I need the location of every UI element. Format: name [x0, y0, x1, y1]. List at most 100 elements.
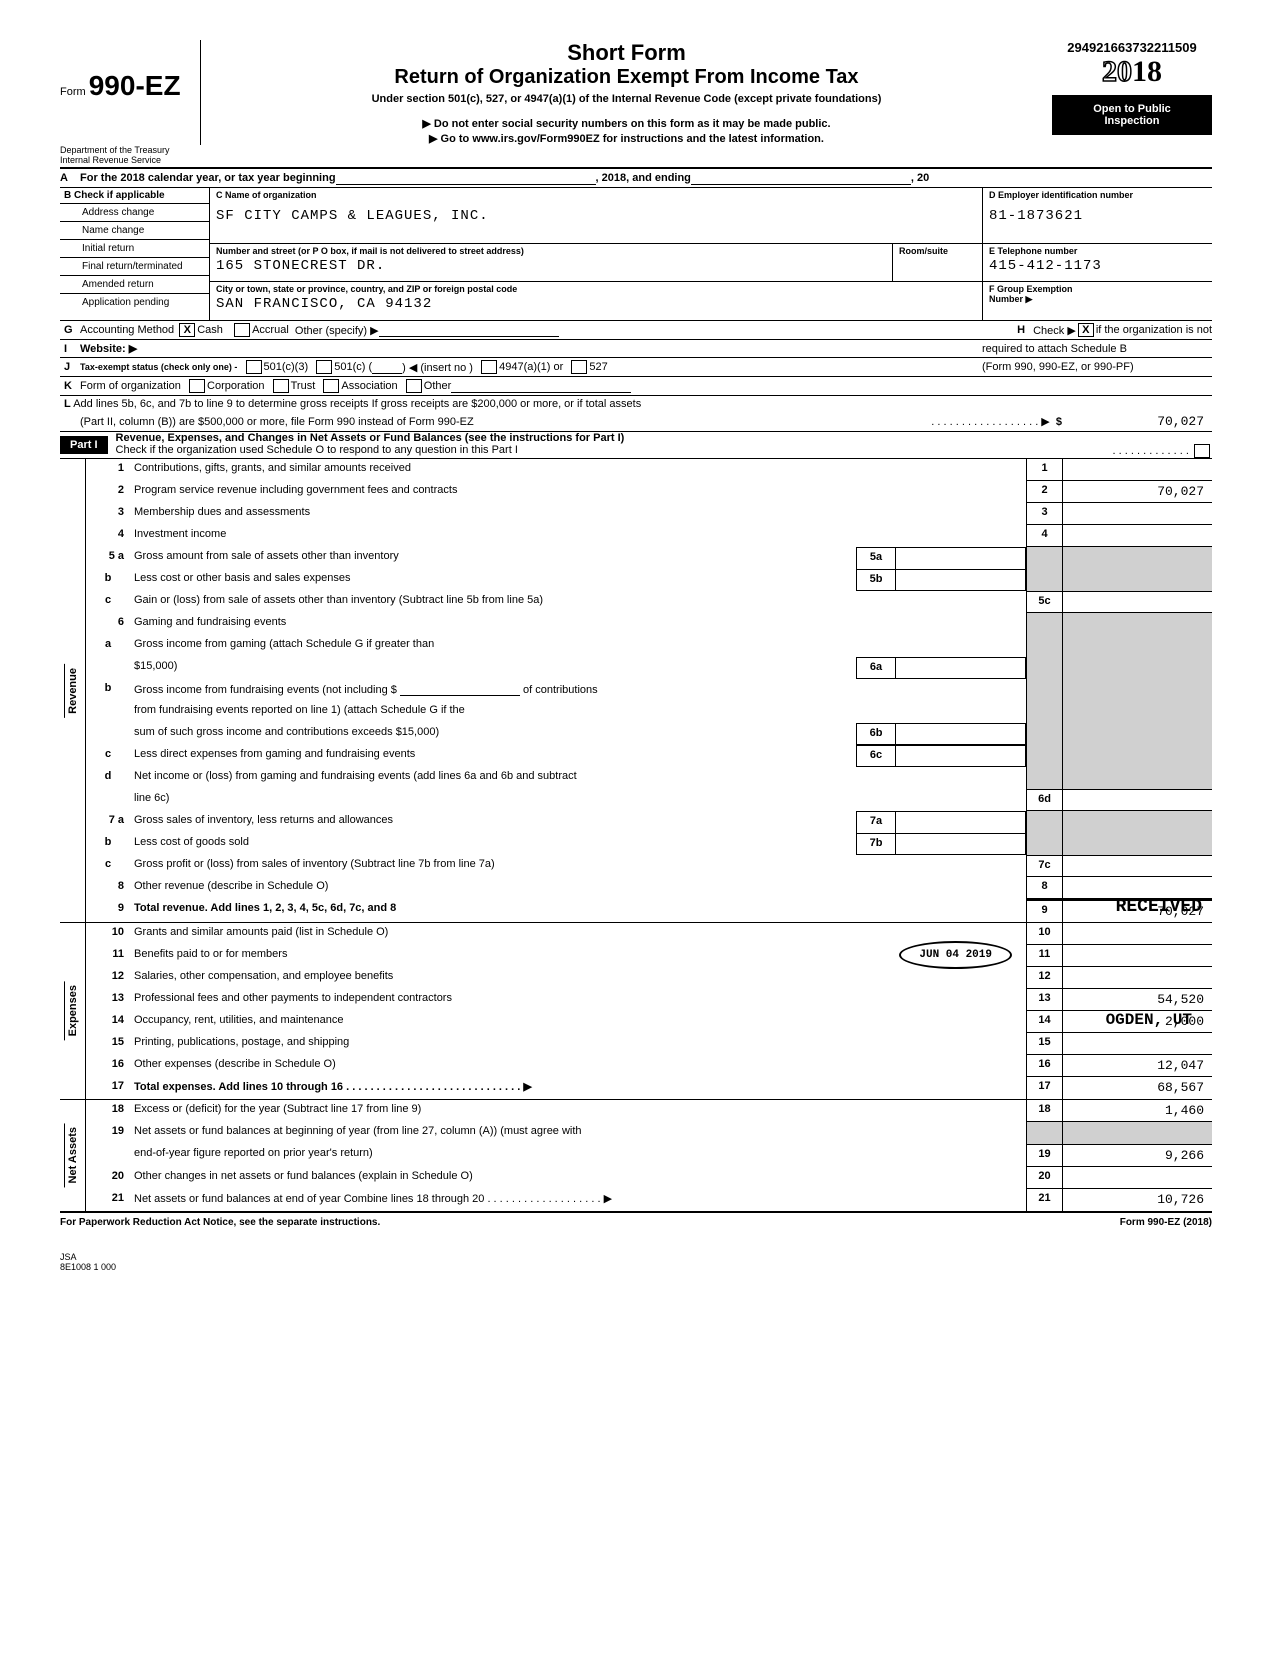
line-15-no: 15 [86, 1033, 130, 1055]
check-initial-return[interactable]: Initial return [60, 240, 209, 258]
addr-row: Number and street (or P O box, if mail i… [210, 244, 982, 282]
line-7b-no: b [86, 833, 130, 855]
line-9-no: 9 [86, 899, 130, 922]
line-7b-rval [1062, 833, 1212, 855]
j-opt2: ) ◀ (insert no ) [402, 361, 473, 374]
revenue-lines: 1 Contributions, gifts, grants, and simi… [86, 459, 1212, 922]
line-6-no: 6 [86, 613, 130, 635]
check-name-change[interactable]: Name change [60, 222, 209, 240]
j-insert-blank[interactable] [372, 360, 402, 374]
row-l2: (Part II, column (B)) are $500,000 or mo… [60, 412, 1212, 431]
footer-right: Form 990-EZ (2018) [1120, 1217, 1212, 1228]
line-7c-text: Gross profit or (loss) from sales of inv… [130, 855, 1026, 877]
line-6a-midbox: 6a [856, 657, 896, 679]
line-5a-text: Gross amount from sale of assets other t… [130, 547, 856, 569]
line-5b-text: Less cost or other basis and sales expen… [130, 569, 856, 591]
k-opt0: Corporation [207, 380, 264, 392]
letter-j: J [60, 361, 80, 373]
line-1: 1 Contributions, gifts, grants, and simi… [86, 459, 1212, 481]
k-other-box[interactable] [406, 379, 422, 393]
part1-checkbox[interactable] [1194, 444, 1210, 458]
l-text: Add lines 5b, 6c, and 7b to line 9 to de… [73, 398, 641, 410]
letter-i: I [60, 343, 80, 355]
k-other-blank[interactable] [451, 379, 631, 393]
line-17-text: Total expenses. Add lines 10 through 16 … [130, 1077, 1026, 1099]
line-18-no: 18 [86, 1100, 130, 1122]
dept-row: Department of the Treasury Internal Reve… [60, 145, 1212, 169]
part1-sub-text: Check if the organization used Schedule … [116, 444, 518, 456]
h-checkbox[interactable]: X [1078, 323, 1094, 337]
line-3-no: 3 [86, 503, 130, 525]
check-amended[interactable]: Amended return [60, 276, 209, 294]
j-4947-box[interactable] [481, 360, 497, 374]
line-8: 8 Other revenue (describe in Schedule O)… [86, 877, 1212, 899]
line-6a-rval2 [1062, 657, 1212, 679]
phone-cell: E Telephone number 415-412-1173 [983, 244, 1212, 282]
k-assoc-box[interactable] [323, 379, 339, 393]
check-address-change[interactable]: Address change [60, 204, 209, 222]
label-a: A [60, 172, 80, 184]
line-9: 9 Total revenue. Add lines 1, 2, 3, 4, 5… [86, 899, 1212, 922]
line-6a-rbox [1026, 635, 1062, 657]
line-6b-no: b [86, 679, 130, 701]
check-application-pending[interactable]: Application pending [60, 294, 209, 311]
line-6d-no: d [86, 767, 130, 789]
line-10-box: 10 [1026, 923, 1062, 945]
line-6b-blank[interactable] [400, 682, 520, 696]
row-l: L Add lines 5b, 6c, and 7b to line 9 to … [60, 396, 1212, 412]
letter-l: L [60, 398, 71, 410]
line-11-text: Benefits paid to or for members JUN 04 2… [130, 945, 1026, 967]
k-trust-box[interactable] [273, 379, 289, 393]
accrual-checkbox[interactable] [234, 323, 250, 337]
line-6c-midbox: 6c [856, 745, 896, 767]
h-text1: if the organization is not [1096, 324, 1212, 336]
line-14-t: Occupancy, rent, utilities, and maintena… [134, 1014, 344, 1026]
blank-end[interactable] [691, 171, 911, 185]
open-public-1: Open to Public [1058, 103, 1206, 115]
line-5a-no: 5 a [86, 547, 130, 569]
jsa-code: 8E1008 1 000 [60, 1262, 1212, 1272]
netassets-lines: 18 Excess or (deficit) for the year (Sub… [86, 1100, 1212, 1211]
line-18-box: 18 [1026, 1100, 1062, 1122]
line-6-rval [1062, 613, 1212, 635]
line-6a-1: a Gross income from gaming (attach Sched… [86, 635, 1212, 657]
dept2: Internal Revenue Service [60, 155, 200, 165]
line-15-val [1062, 1033, 1212, 1055]
k-corp-box[interactable] [189, 379, 205, 393]
line-3: 3 Membership dues and assessments 3 [86, 503, 1212, 525]
check-final-return[interactable]: Final return/terminated [60, 258, 209, 276]
g-cash: Cash [197, 324, 223, 336]
cash-checkbox[interactable]: X [179, 323, 195, 337]
row-g: G Accounting Method X Cash Accrual Other… [60, 321, 1212, 340]
line-5a: 5 a Gross amount from sale of assets oth… [86, 547, 1212, 569]
line-10-val [1062, 923, 1212, 945]
b-label-text: Check if applicable [74, 190, 165, 201]
line-8-text: Other revenue (describe in Schedule O) [130, 877, 1026, 899]
line-6b-3: sum of such gross income and contributio… [86, 723, 1212, 745]
line-21-val: 10,726 [1062, 1189, 1212, 1211]
title-line1: Short Form [211, 40, 1042, 66]
expenses-section: Expenses 10 Grants and similar amounts p… [60, 923, 1212, 1100]
line-17: 17 Total expenses. Add lines 10 through … [86, 1077, 1212, 1099]
line-11-no: 11 [86, 945, 130, 967]
j-501c-box[interactable] [316, 360, 332, 374]
line-4: 4 Investment income 4 [86, 525, 1212, 547]
line-7b: b Less cost of goods sold 7b [86, 833, 1212, 855]
line-16-val: 12,047 [1062, 1055, 1212, 1077]
j-opt4: 527 [589, 361, 607, 373]
line-7a-text: Gross sales of inventory, less returns a… [130, 811, 856, 833]
j-527-box[interactable] [571, 360, 587, 374]
line-6b-midbox: 6b [856, 723, 896, 745]
line-6a-rval [1062, 635, 1212, 657]
j-501c3-box[interactable] [246, 360, 262, 374]
line-7b-rbox [1026, 833, 1062, 855]
line-21: 21 Net assets or fund balances at end of… [86, 1189, 1212, 1211]
line-7b-midbox: 7b [856, 833, 896, 855]
other-blank[interactable] [379, 323, 559, 337]
blank-begin[interactable] [336, 171, 596, 185]
line-6b-1: b Gross income from fundraising events (… [86, 679, 1212, 701]
line-3-text: Membership dues and assessments [130, 503, 1026, 525]
line-7b-text: Less cost of goods sold [130, 833, 856, 855]
g-other: Other (specify) ▶ [295, 324, 379, 337]
k-opt3: Other [424, 380, 452, 392]
